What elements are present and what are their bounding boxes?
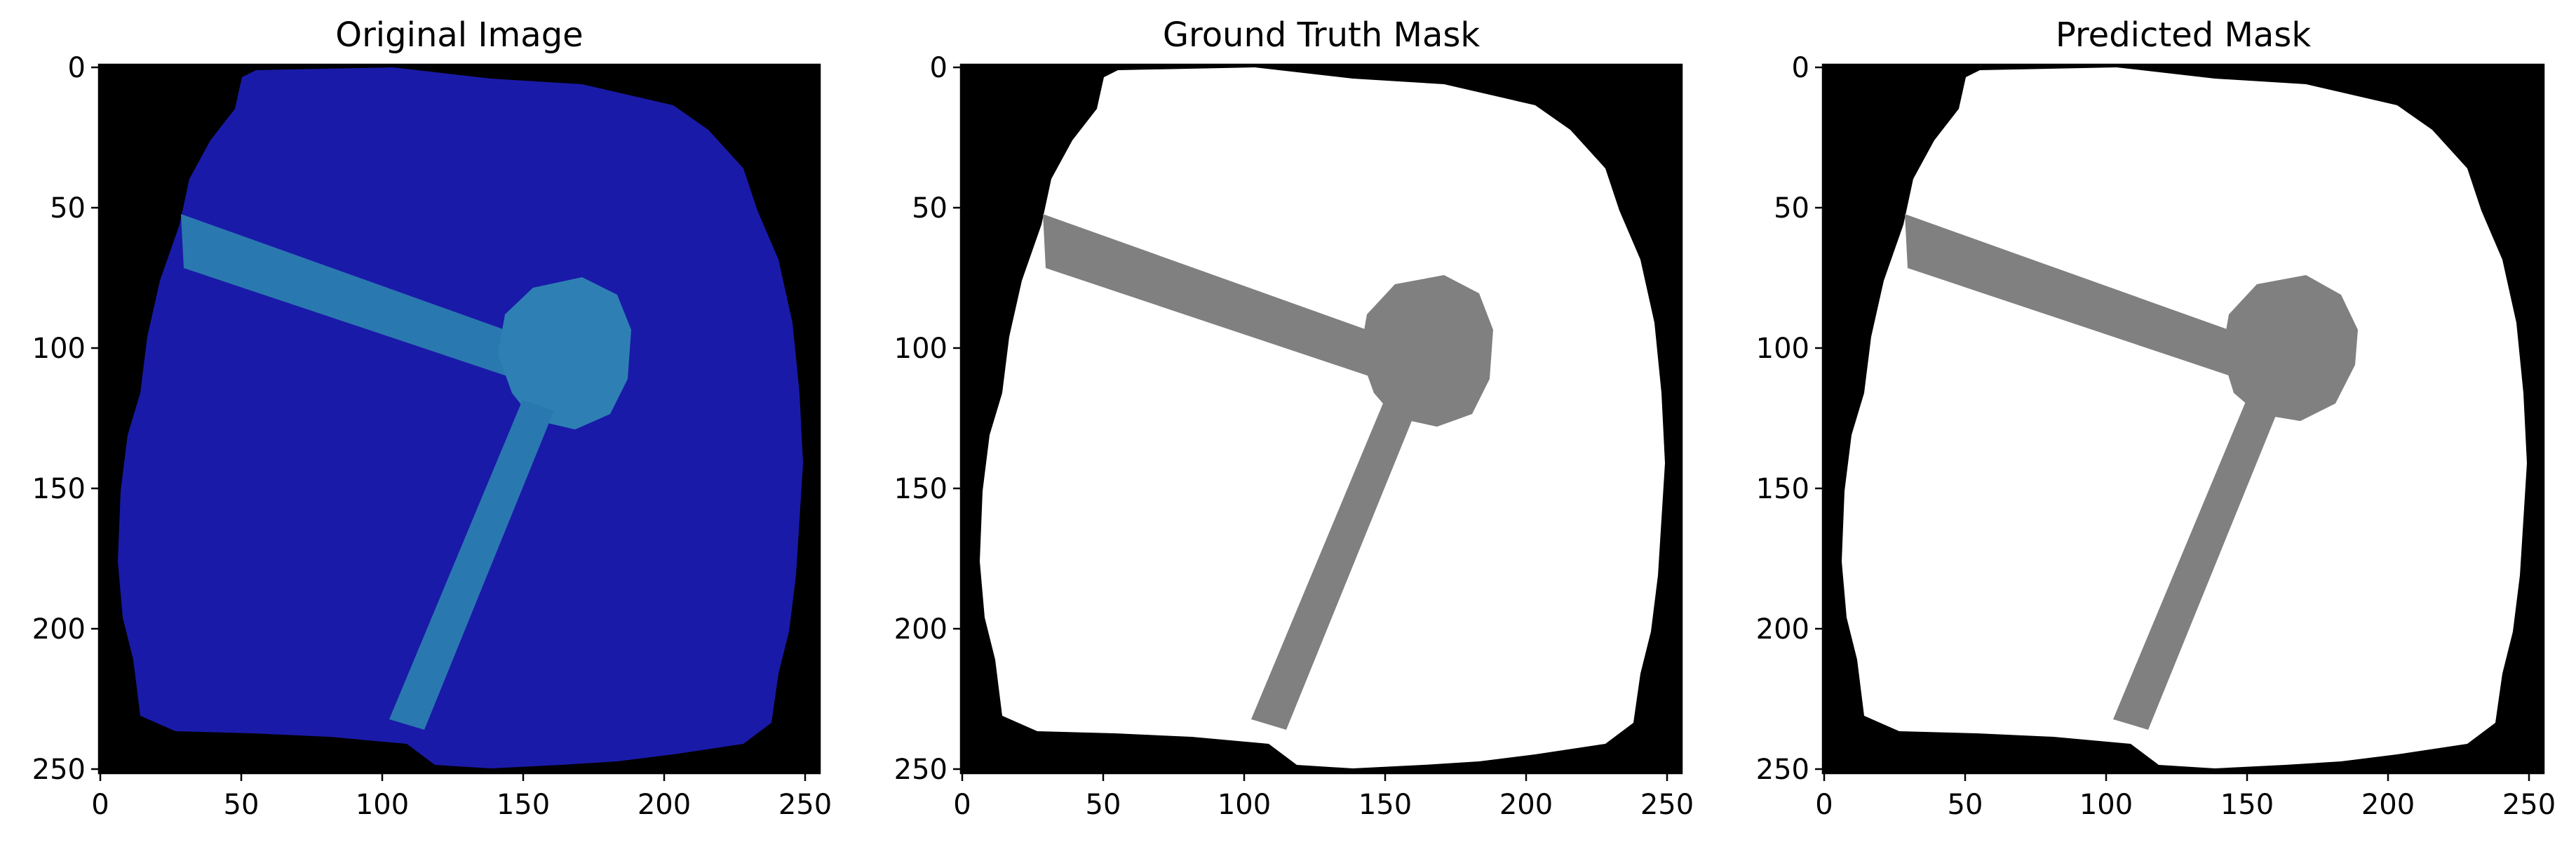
x-tick-label: 250: [778, 789, 832, 821]
y-tick-label: 0: [930, 52, 948, 84]
x-tick-label: 200: [1499, 789, 1553, 821]
x-tick-label: 0: [1815, 789, 1833, 821]
x-tick-label: 200: [638, 789, 691, 821]
x-tick-label: 150: [2220, 789, 2274, 821]
y-axis: 0 50 100 150 200 250: [894, 52, 961, 786]
image-content: [980, 67, 1665, 768]
mask-object-shaft-horizontal: [1905, 214, 2239, 379]
x-tick-label: 250: [2502, 789, 2556, 821]
x-tick-label: 50: [1086, 789, 1121, 821]
y-tick-label: 50: [50, 192, 86, 225]
image-content: [118, 67, 803, 768]
y-tick-label: 100: [32, 333, 86, 365]
x-tick-label: 100: [2079, 789, 2133, 821]
y-tick-label: 50: [1774, 192, 1809, 225]
tool-shaft-horizontal: [181, 214, 515, 379]
tissue-region: [118, 67, 803, 768]
axes-frame: [1821, 63, 2545, 775]
mask-region: [1842, 67, 2527, 768]
y-tick-label: 100: [1756, 333, 1809, 365]
y-tick-label: 50: [912, 192, 948, 225]
y-tick-label: 200: [1756, 613, 1809, 646]
y-tick-label: 150: [1756, 473, 1809, 505]
x-tick-label: 150: [497, 789, 550, 821]
panel-original-image: Original Image 0 50 100 150 200: [32, 15, 832, 821]
y-tick-label: 100: [894, 333, 948, 365]
x-axis: 0 50 100 150 200 250: [91, 773, 832, 821]
mask-object-head: [1360, 275, 1493, 427]
mask-object-head: [2222, 275, 2358, 421]
x-tick-label: 100: [1218, 789, 1271, 821]
panel-title: Ground Truth Mask: [1163, 15, 1481, 55]
mask-region: [980, 67, 1665, 768]
x-axis: 0 50 100 150 200 250: [1815, 773, 2556, 821]
y-axis: 0 50 100 150 200 250: [1756, 52, 1823, 786]
y-tick-label: 150: [894, 473, 948, 505]
panel-title: Predicted Mask: [2056, 15, 2311, 55]
y-tick-label: 150: [32, 473, 86, 505]
x-tick-label: 250: [1640, 789, 1694, 821]
tool-head: [498, 277, 631, 429]
y-tick-label: 250: [894, 754, 948, 786]
tool-shaft-vertical: [389, 400, 554, 730]
x-tick-label: 0: [953, 789, 971, 821]
y-tick-label: 200: [32, 613, 86, 646]
y-tick-label: 250: [32, 754, 86, 786]
axes-frame: [97, 63, 821, 775]
panel-title: Original Image: [335, 15, 583, 55]
mask-object-shaft-horizontal: [1043, 214, 1377, 379]
x-tick-label: 50: [224, 789, 259, 821]
panel-ground-truth-mask: Ground Truth Mask 0 50 100 150 200: [894, 15, 1694, 821]
mask-object-shaft-vertical: [1251, 400, 1416, 730]
mask-object-shaft-vertical: [2113, 400, 2278, 730]
y-tick-label: 200: [894, 613, 948, 646]
y-tick-label: 0: [1792, 52, 1809, 84]
y-tick-label: 0: [68, 52, 86, 84]
panel-predicted-mask: Predicted Mask 0 50 100 150 200: [1756, 15, 2556, 821]
x-tick-label: 100: [356, 789, 409, 821]
image-content: [1842, 67, 2527, 768]
x-tick-label: 200: [2361, 789, 2415, 821]
x-tick-label: 150: [1358, 789, 1412, 821]
axes-frame: [959, 63, 1683, 775]
y-tick-label: 250: [1756, 754, 1809, 786]
x-axis: 0 50 100 150 200 250: [953, 773, 1694, 821]
y-axis: 0 50 100 150 200 250: [32, 52, 99, 786]
x-tick-label: 50: [1948, 789, 1983, 821]
x-tick-label: 0: [91, 789, 109, 821]
